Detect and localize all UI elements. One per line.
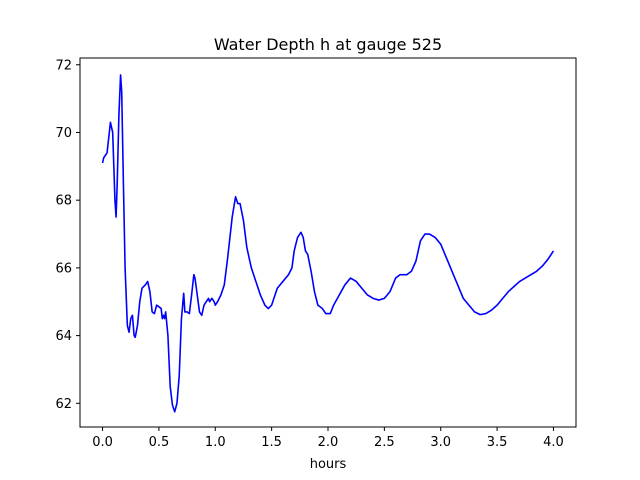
- x-tick-label: 2.5: [374, 435, 395, 450]
- x-axis-label: hours: [310, 457, 347, 472]
- x-tick-label: 1.5: [261, 435, 282, 450]
- y-tick-label: 72: [55, 58, 72, 73]
- x-tick-label: 4.0: [543, 435, 564, 450]
- x-tick-label: 0.0: [92, 435, 113, 450]
- y-tick-label: 66: [55, 261, 72, 276]
- y-tick-label: 68: [55, 194, 72, 209]
- chart-title: Water Depth h at gauge 525: [214, 35, 442, 54]
- y-tick-label: 62: [55, 397, 72, 412]
- x-tick-label: 2.0: [318, 435, 339, 450]
- x-tick-label: 1.0: [205, 435, 226, 450]
- y-tick-label: 70: [55, 126, 72, 141]
- plot-area: [80, 58, 576, 427]
- x-tick-label: 3.0: [430, 435, 451, 450]
- y-tick-label: 64: [55, 329, 72, 344]
- x-axis: 0.0 0.5 1.0 1.5 2.0 2.5 3.0 3.5 4.0: [92, 427, 564, 450]
- x-tick-label: 0.5: [149, 435, 170, 450]
- y-axis: 62 64 66 68 70 72: [55, 58, 80, 412]
- x-tick-label: 3.5: [487, 435, 508, 450]
- series-line: [101, 74, 555, 413]
